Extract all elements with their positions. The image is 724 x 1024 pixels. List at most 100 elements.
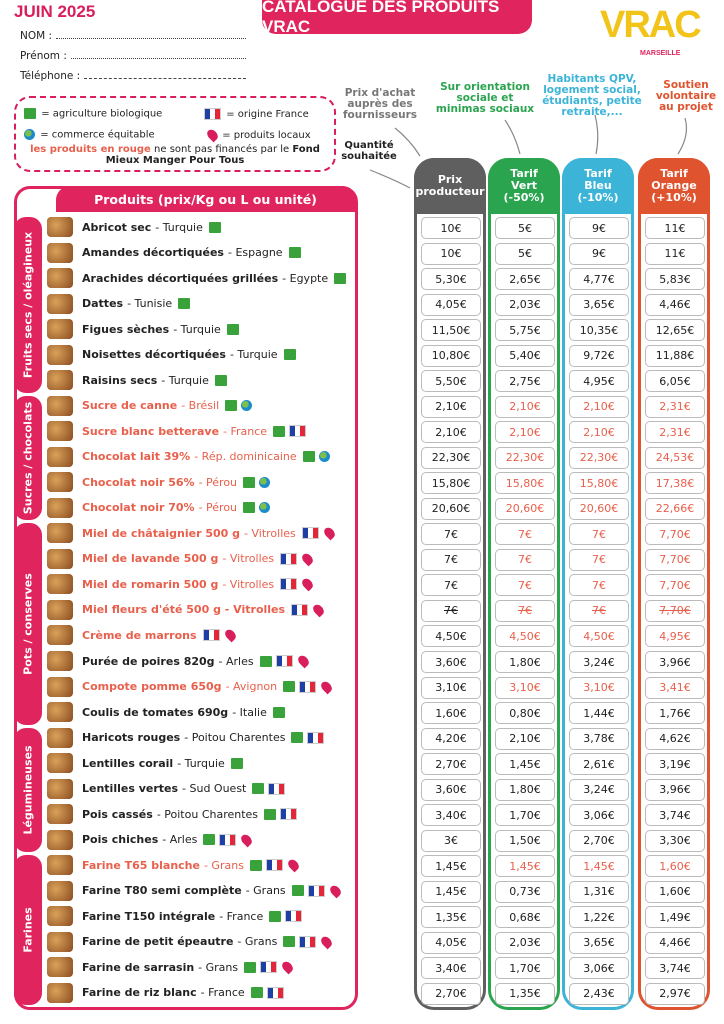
product-thumbnail	[47, 957, 73, 978]
price-cell: 4,46€	[645, 293, 705, 316]
price-cell: 7€	[495, 574, 555, 597]
icon-local	[300, 576, 316, 592]
product-row: Farine T65 blanche - Grans	[82, 855, 301, 875]
legend-text: = agriculture biologique	[41, 108, 163, 120]
product-row: Arachides décortiquées grillées - Egypte	[82, 268, 348, 288]
icon-local	[286, 857, 301, 873]
icon-bio	[250, 987, 263, 999]
product-origin: - Turquie	[155, 220, 203, 234]
column-header: Prix producteur	[414, 158, 486, 214]
price-cell: 17,38€	[645, 472, 705, 495]
icon-local	[319, 934, 335, 950]
product-origin: - Brésil	[181, 399, 220, 413]
price-cell: 2,10€	[495, 395, 555, 418]
price-cell: 2,10€	[569, 421, 629, 444]
product-name: Crème de marrons	[82, 628, 197, 642]
icon-france	[285, 910, 303, 923]
product-row: Crème de marrons	[82, 625, 238, 645]
product-name: Raisins secs	[82, 373, 158, 387]
price-cell: 9,72€	[569, 344, 629, 367]
product-thumbnail	[47, 217, 73, 237]
product-name: Chocolat lait 39%	[82, 450, 191, 464]
product-thumbnail	[47, 497, 73, 518]
price-cell: 2,10€	[495, 421, 555, 444]
product-origin: - Pérou	[198, 475, 238, 489]
icon-france	[202, 629, 220, 642]
price-cell: 22,66€	[645, 497, 705, 520]
price-cell: 15,80€	[421, 472, 481, 495]
price-cell: 2,10€	[495, 727, 555, 750]
icon-bio	[243, 502, 256, 514]
icon-local	[300, 551, 316, 567]
price-cell: 3€	[421, 829, 481, 852]
category-label: Fruits secs / oléagineux	[21, 231, 35, 378]
icon-local	[295, 653, 311, 669]
price-cell: 1,60€	[421, 702, 481, 725]
icon-bio	[252, 783, 265, 795]
icon-equitable	[241, 400, 253, 412]
icon-local	[280, 959, 296, 975]
price-cell: 3,40€	[421, 957, 481, 980]
legend-text: = produits locaux	[222, 130, 311, 141]
legend-text: = commerce équitable	[40, 129, 155, 141]
icon-france	[219, 833, 237, 846]
product-thumbnail	[47, 804, 73, 825]
icon-france	[260, 961, 278, 974]
price-cell: 12,65€	[645, 319, 705, 342]
product-name: Chocolat noir 56%	[82, 475, 195, 489]
price-cell: 9€	[569, 242, 629, 265]
product-origin: - Arles	[218, 654, 254, 668]
product-origin: - Grans	[203, 858, 244, 872]
price-cell: 1,80€	[495, 651, 555, 673]
price-cell: 1,49€	[645, 906, 705, 929]
product-thumbnail	[47, 293, 73, 314]
product-row: Farine de riz blanc - France	[82, 983, 286, 1003]
icon-france	[280, 578, 298, 591]
note-text: ne sont pas financés par le	[154, 144, 290, 155]
icon-bio	[273, 425, 286, 437]
price-cell: 5,30€	[421, 268, 481, 291]
icon-france	[299, 680, 317, 693]
icon-france	[266, 986, 284, 999]
product-origin: - Tunisie	[127, 297, 173, 311]
price-cell: 11,50€	[421, 319, 481, 342]
icon-france	[307, 731, 325, 744]
price-cell: 7€	[421, 574, 481, 597]
field-label: NOM :	[20, 30, 53, 42]
price-cell: 20,60€	[569, 497, 629, 520]
price-cell: 7€	[421, 599, 481, 622]
product-name: Compote pomme 650g	[82, 680, 222, 694]
legend-note: les produits en rouge ne sont pas financ…	[16, 144, 334, 166]
column-header: Tarif Bleu (-10%)	[562, 158, 634, 214]
price-cell: 24,53€	[645, 446, 705, 469]
product-name: Miel de lavande 500 g	[82, 552, 219, 566]
price-cell: 5€	[495, 217, 555, 239]
annotation-quantity: Quantité souhaitée	[341, 140, 397, 162]
price-cell: 22,30€	[421, 446, 481, 469]
form-field: NOM :	[20, 30, 250, 42]
product-row: Figues sèches - Turquie	[82, 319, 241, 339]
product-name: Abricot sec	[82, 220, 152, 234]
price-cell: 10€	[421, 217, 481, 239]
product-name: Lentilles corail	[82, 756, 174, 770]
icon-equitable	[318, 451, 330, 463]
product-thumbnail	[47, 421, 73, 442]
price-cell: 5€	[495, 242, 555, 265]
product-row: Abricot sec - Turquie	[82, 217, 223, 237]
price-cell: 0,80€	[495, 702, 555, 725]
price-cell: 3,10€	[569, 676, 629, 699]
column-header: Tarif Vert (-50%)	[488, 158, 560, 214]
price-cell: 3,06€	[569, 804, 629, 827]
price-cell: 2,75€	[495, 370, 555, 393]
price-cell: 7€	[421, 548, 481, 571]
price-cell: 3,24€	[569, 651, 629, 673]
annotation-producer: Prix d'achat auprès des fournisseurs	[342, 87, 418, 121]
price-cell: 7€	[569, 548, 629, 571]
price-cell: 1,50€	[495, 829, 555, 852]
price-cell: 3,96€	[645, 778, 705, 801]
product-row: Miel de romarin 500 g- Vitrolles	[82, 574, 316, 594]
product-thumbnail	[47, 855, 73, 876]
logo: VRAC	[600, 4, 702, 46]
icon-france	[280, 552, 298, 565]
